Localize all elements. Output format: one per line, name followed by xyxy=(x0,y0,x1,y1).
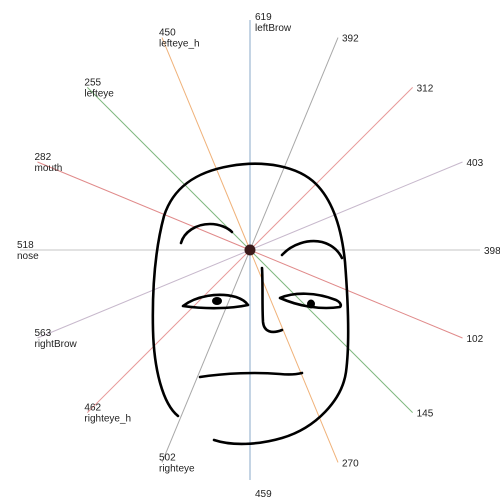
face-outline xyxy=(151,162,350,446)
spoke-name: leftBrow xyxy=(255,23,292,34)
spoke-value: 459 xyxy=(255,489,272,500)
spoke-name: nose xyxy=(17,251,39,262)
spoke-value: 462 xyxy=(84,403,101,414)
spoke-value: 403 xyxy=(467,158,484,169)
spoke-lines xyxy=(20,20,480,480)
face-drawing xyxy=(151,162,350,446)
spoke-line xyxy=(249,249,413,413)
spoke-value: 619 xyxy=(255,12,272,23)
spoke-line xyxy=(37,249,251,339)
spoke-line xyxy=(249,87,413,251)
spoke-line xyxy=(161,249,251,463)
spoke-label: 102 xyxy=(467,334,484,345)
nose xyxy=(260,266,284,334)
spoke-name: lefteye_h xyxy=(159,39,200,50)
spoke-label: 255 lefteye xyxy=(84,77,114,99)
spoke-value: 518 xyxy=(17,240,34,251)
right-brow xyxy=(280,239,344,260)
spoke-name: righteye xyxy=(159,464,195,475)
spoke-label: 563 rightBrow xyxy=(35,328,78,350)
spoke-value: 398 xyxy=(484,246,500,257)
spoke-line xyxy=(249,249,463,339)
spoke-name: righteye_h xyxy=(84,414,131,425)
spoke-label: 270 xyxy=(342,459,359,470)
spoke-line xyxy=(249,37,339,251)
center-hub xyxy=(244,244,256,256)
left-eye xyxy=(181,293,250,310)
spoke-name: mouth xyxy=(35,163,63,174)
spoke-label: 450 lefteye_h xyxy=(159,28,200,50)
spoke-value: 102 xyxy=(467,334,484,345)
spoke-value: 502 xyxy=(159,453,176,464)
spoke-line xyxy=(87,87,251,251)
right-pupil xyxy=(307,299,315,309)
spoke-value: 255 xyxy=(84,77,101,88)
spoke-value: 312 xyxy=(417,83,434,94)
spoke-name: rightBrow xyxy=(35,339,78,350)
spoke-label: 145 xyxy=(417,409,434,420)
mouth xyxy=(198,371,304,379)
spoke-value: 563 xyxy=(35,328,52,339)
spoke-label: 312 xyxy=(417,83,434,94)
spoke-value: 450 xyxy=(159,28,176,39)
spoke-label: 462 righteye_h xyxy=(84,403,131,425)
spoke-label: 398 xyxy=(484,246,500,257)
spoke-label: 502 righteye xyxy=(159,453,195,475)
spoke-line xyxy=(87,249,251,413)
spoke-label: 619 leftBrow xyxy=(255,12,292,34)
spoke-line xyxy=(249,161,463,251)
spoke-line xyxy=(37,161,251,251)
spoke-line xyxy=(249,249,339,463)
left-pupil xyxy=(212,297,222,305)
spoke-label: 282 mouth xyxy=(35,152,63,174)
spoke-label: 459 xyxy=(255,489,272,500)
spoke-name: lefteye xyxy=(84,88,114,99)
spoke-label: 392 xyxy=(342,34,359,45)
spoke-value: 392 xyxy=(342,34,359,45)
spoke-value: 145 xyxy=(417,409,434,420)
spoke-value: 282 xyxy=(35,152,52,163)
spoke-line xyxy=(161,37,251,251)
left-brow xyxy=(179,222,234,245)
spoke-label: 403 xyxy=(467,158,484,169)
spoke-label: 518 nose xyxy=(17,240,39,262)
spoke-value: 270 xyxy=(342,459,359,470)
